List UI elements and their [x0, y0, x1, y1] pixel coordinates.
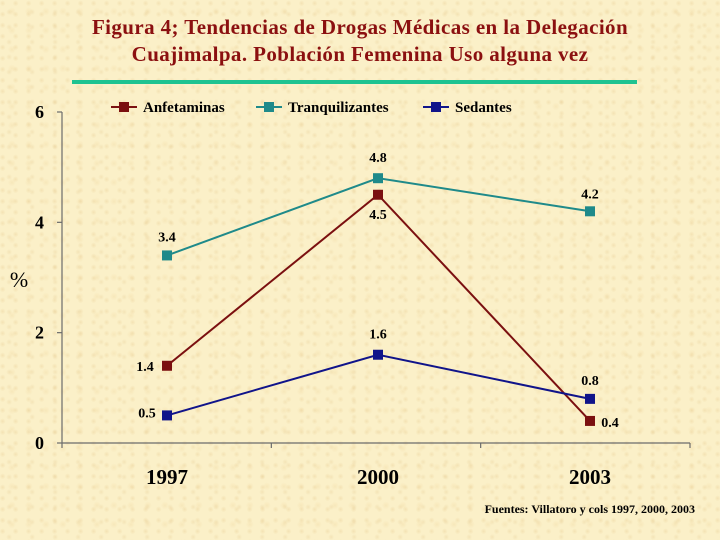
- x-tick-label: 2000: [357, 465, 399, 489]
- data-label: 4.2: [581, 187, 599, 202]
- series-line-sedantes: [166, 353, 591, 417]
- series-line-anfetaminas: [166, 193, 591, 422]
- legend-label: Sedantes: [455, 100, 512, 116]
- title-line-1: Figura 4; Tendencias de Drogas Médicas e…: [91, 15, 629, 39]
- data-label: 1.6: [369, 328, 387, 343]
- y-tick-label: 0: [35, 433, 44, 453]
- data-label: 4.5: [369, 208, 387, 223]
- legend-marker: [119, 102, 129, 112]
- legend-marker: [431, 102, 441, 112]
- chart-title: Figura 4; Tendencias de Drogas Médicas e…: [0, 14, 720, 68]
- data-point: [162, 360, 172, 371]
- data-point: [585, 206, 595, 217]
- data-point: [162, 250, 172, 261]
- y-tick-label: 6: [35, 102, 44, 122]
- data-point: [162, 410, 172, 421]
- data-point: [373, 189, 383, 200]
- legend-label: Anfetaminas: [143, 100, 225, 116]
- legend-marker: [264, 102, 274, 112]
- y-tick-label: 2: [35, 323, 44, 343]
- data-point: [585, 393, 595, 404]
- y-axis-label: %: [10, 267, 28, 292]
- x-tick-label: 2003: [569, 465, 611, 489]
- x-tick-label: 1997: [146, 465, 188, 489]
- data-point: [373, 173, 383, 184]
- data-label: 1.4: [136, 360, 154, 375]
- title-underline: [72, 80, 637, 84]
- source-note: Fuentes: Villatoro y cols 1997, 2000, 20…: [484, 502, 695, 516]
- data-label: 0.5: [138, 406, 156, 421]
- data-point: [585, 415, 595, 426]
- y-tick-label: 4: [35, 212, 44, 232]
- legend-label: Tranquilizantes: [288, 100, 389, 116]
- data-point: [373, 349, 383, 360]
- data-label: 3.4: [158, 230, 176, 245]
- data-label: 4.8: [369, 151, 387, 166]
- title-line-2: Cuajimalpa. Población Femenina Uso algun…: [131, 42, 589, 66]
- data-label: 0.8: [581, 374, 599, 389]
- data-label: 0.4: [601, 416, 619, 431]
